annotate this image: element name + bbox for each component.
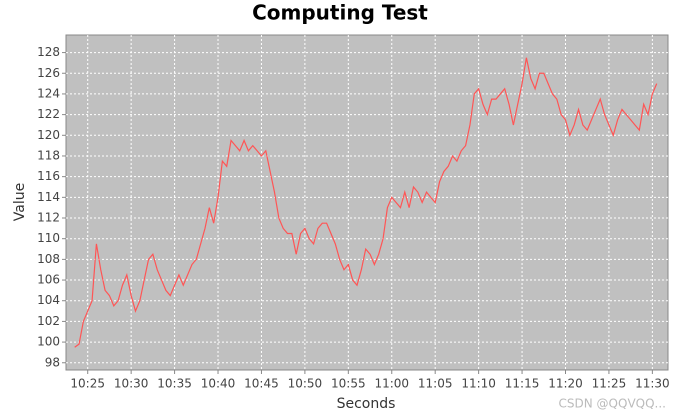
y-tick-label: 120: [37, 128, 60, 142]
y-axis-label: Value: [12, 183, 28, 221]
chart-title: Computing Test: [252, 1, 428, 25]
y-tick-label: 118: [37, 148, 60, 162]
y-tick-label: 116: [37, 169, 60, 183]
x-tick-label: 10:25: [70, 377, 105, 391]
x-tick-label: 10:35: [157, 377, 192, 391]
x-tick-label: 11:05: [418, 377, 453, 391]
y-tick-label: 114: [37, 190, 60, 204]
y-tick-label: 110: [37, 231, 60, 245]
y-tick-label: 128: [37, 45, 60, 59]
y-tick-label: 126: [37, 66, 60, 80]
x-tick-label: 10:55: [331, 377, 366, 391]
x-tick-label: 11:10: [461, 377, 496, 391]
x-tick-label: 11:30: [635, 377, 670, 391]
x-tick-label: 10:30: [114, 377, 149, 391]
y-tick-label: 106: [37, 273, 60, 287]
x-axis-label: Seconds: [337, 396, 396, 412]
y-tick-label: 112: [37, 211, 60, 225]
y-tick-label: 98: [45, 355, 60, 369]
x-tick-label: 10:40: [201, 377, 236, 391]
y-tick-label: 102: [37, 314, 60, 328]
y-tick-label: 108: [37, 252, 60, 266]
y-tick-label: 122: [37, 107, 60, 121]
x-tick-label: 11:20: [548, 377, 583, 391]
y-tick-label: 104: [37, 293, 60, 307]
x-tick-label: 10:50: [288, 377, 323, 391]
x-tick-label: 11:00: [374, 377, 409, 391]
y-tick-label: 100: [37, 335, 60, 349]
x-tick-label: 11:25: [592, 377, 627, 391]
plot-area: [65, 34, 669, 371]
data-line: [74, 57, 658, 348]
watermark: CSDN @QQVQQ...: [559, 397, 666, 411]
x-tick-label: 11:15: [505, 377, 540, 391]
y-tick-label: 124: [37, 86, 60, 100]
x-tick-label: 10:45: [244, 377, 279, 391]
